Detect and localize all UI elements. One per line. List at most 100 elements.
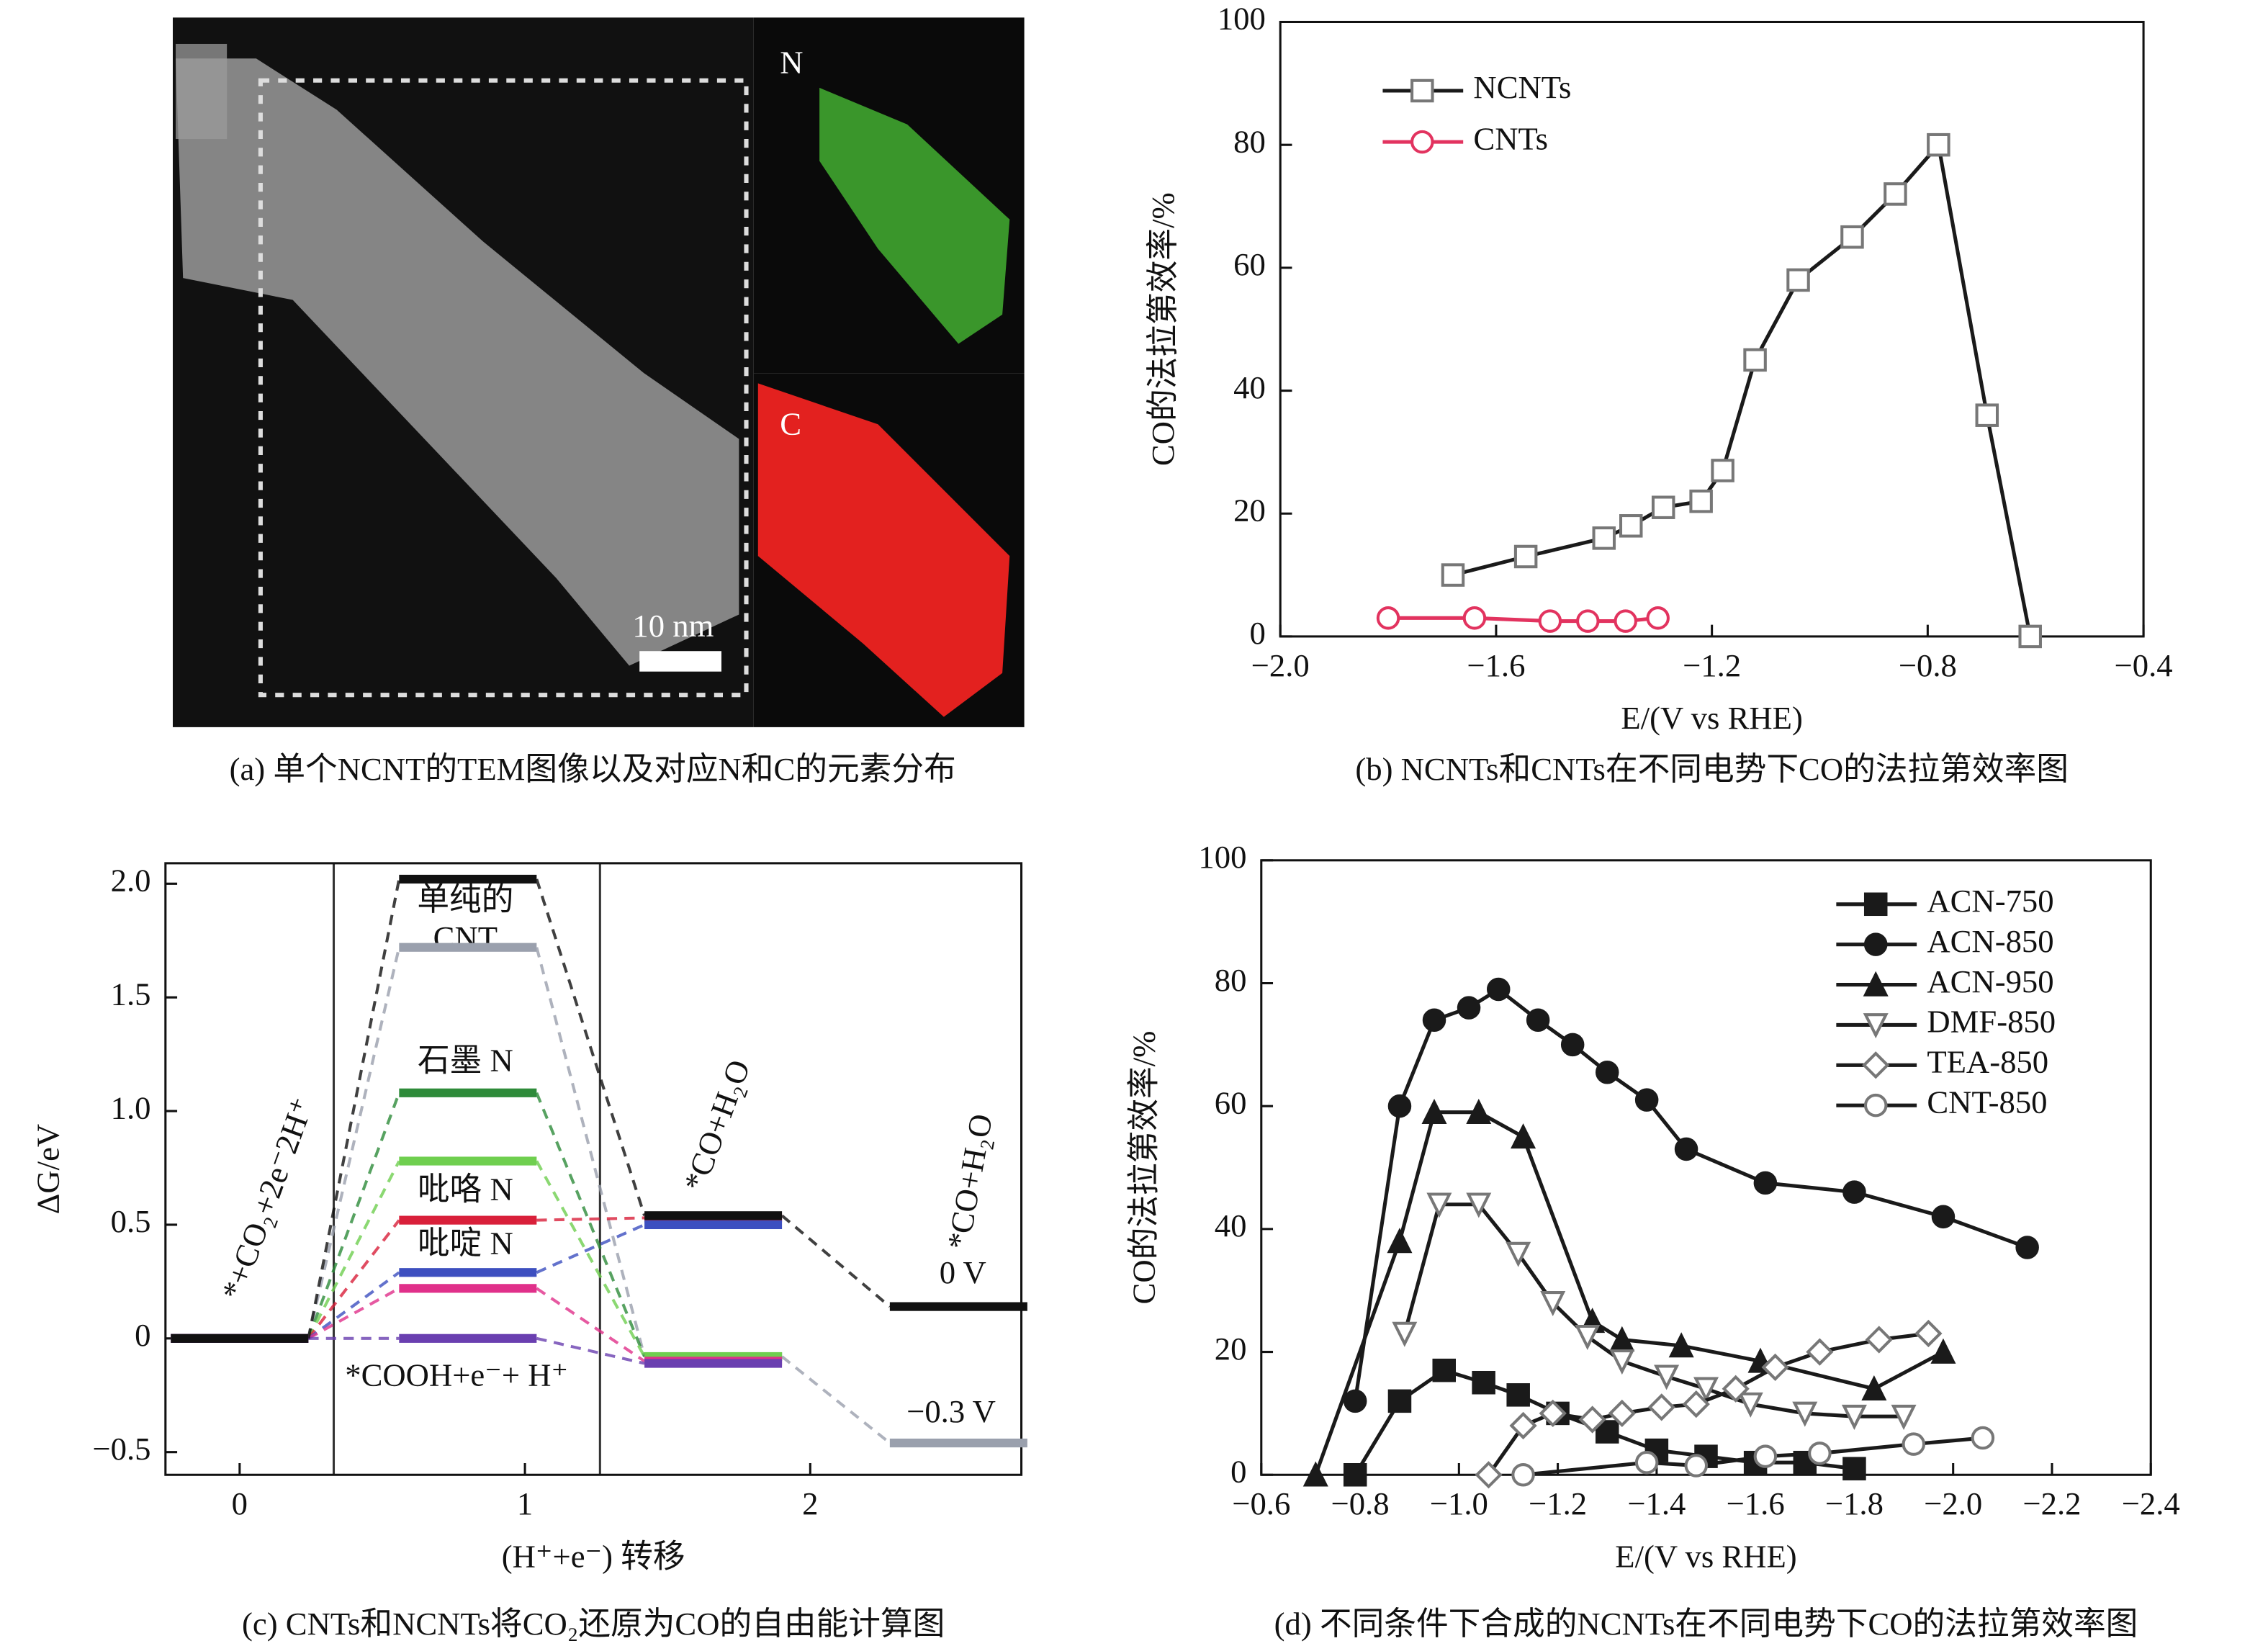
marker [1786, 268, 1810, 292]
marker [1931, 1205, 1956, 1229]
y-tick-label: 80 [1233, 123, 1266, 159]
x-tick-label: −1.2 [1529, 1485, 1587, 1521]
legend-label: DMF-850 [1927, 1004, 2056, 1040]
x-tick-label: −0.6 [1232, 1485, 1290, 1521]
legend-label: CNT-850 [1927, 1084, 2047, 1120]
x-axis-title: E/(V vs RHE) [1615, 1538, 1796, 1574]
marker [1576, 609, 1600, 633]
marker [1737, 1392, 1763, 1418]
x-tick-label: −1.6 [1467, 647, 1525, 683]
series-line [1452, 140, 2033, 637]
marker [1614, 609, 1638, 633]
marker [1863, 1093, 1888, 1117]
marker [1863, 971, 1889, 997]
x-tick-label: −0.8 [1331, 1485, 1390, 1521]
marker [1506, 1241, 1531, 1267]
x-tick-label: −2.4 [2122, 1485, 2180, 1521]
marker [1511, 1123, 1536, 1149]
connector [535, 1160, 646, 1358]
n-signal [819, 87, 1010, 344]
y-tick-label: 0 [135, 1317, 150, 1353]
x-tick-label: 2 [802, 1485, 818, 1521]
marker [1538, 609, 1562, 633]
marker [2018, 624, 2042, 649]
marker [1466, 1098, 1492, 1124]
connector [535, 947, 647, 1357]
nanotube [176, 58, 739, 666]
marker [1711, 459, 1734, 482]
connector [307, 878, 401, 1339]
x-tick-label: −2.0 [1924, 1485, 1982, 1521]
legend-label: CNTs [1473, 120, 1548, 156]
x-axis-title: (H⁺+e⁻) 转移 [502, 1538, 685, 1574]
connector [780, 1355, 891, 1444]
legend-label: ACN-850 [1927, 923, 2053, 959]
caption: (a) 单个NCNT的TEM图像以及对应N和C的元素分布 [230, 751, 956, 787]
marker [1619, 514, 1643, 538]
marker [1539, 1399, 1567, 1428]
connector [536, 1216, 645, 1222]
marker [1761, 1353, 1789, 1382]
annotation: 单纯的 [417, 881, 513, 917]
marker [1647, 1393, 1675, 1421]
marker [1441, 563, 1465, 587]
marker [1392, 1321, 1418, 1347]
marker [2015, 1236, 2039, 1259]
marker [1432, 1358, 1456, 1382]
connector [307, 1092, 401, 1339]
x-axis-title: E/(V vs RHE) [1621, 700, 1802, 736]
connector [307, 1160, 401, 1339]
connector [536, 1223, 645, 1274]
marker [1387, 1228, 1413, 1254]
connector [307, 947, 401, 1339]
marker [1609, 1349, 1635, 1375]
marker [1693, 1377, 1719, 1403]
marker [1575, 1324, 1601, 1350]
scale-label: 10 nm [632, 608, 714, 644]
y-tick-label: 2.0 [111, 863, 151, 899]
x-tick-label: −1.0 [1430, 1485, 1488, 1521]
marker [1509, 1411, 1537, 1440]
energy-level [171, 1334, 309, 1343]
marker [1930, 1338, 1956, 1364]
marker [1511, 1462, 1535, 1487]
connector [307, 1219, 400, 1340]
energy-level [399, 1156, 537, 1166]
marker [1808, 1442, 1832, 1465]
legend-label: NCNTs [1473, 69, 1571, 105]
marker [1410, 78, 1434, 103]
y-tick-label: 60 [1215, 1084, 1247, 1120]
marker [1914, 1319, 1943, 1348]
annotation: *CO+H₂O [677, 1055, 757, 1195]
x-tick-label: −2.0 [1251, 647, 1310, 683]
marker [1684, 1454, 1709, 1478]
marker [1842, 1457, 1866, 1480]
y-tick-label: 1.5 [111, 976, 151, 1012]
y-tick-label: 40 [1215, 1207, 1247, 1244]
connector [535, 878, 647, 1216]
x-tick-label: −1.4 [1627, 1485, 1686, 1521]
x-tick-label: 1 [517, 1485, 533, 1521]
connector [307, 1287, 400, 1340]
marker [1506, 1383, 1530, 1407]
x-tick-label: −1.2 [1683, 647, 1741, 683]
marker [1422, 1008, 1446, 1032]
marker [1560, 1033, 1585, 1057]
marker [1651, 495, 1675, 519]
y-tick-label: 20 [1233, 492, 1266, 528]
marker [1387, 1389, 1412, 1413]
energy-level [889, 1438, 1027, 1448]
caption: (b) NCNTs和CNTs在不同电势下CO的法拉第效率图 [1355, 751, 2069, 787]
series-line [1313, 1110, 1945, 1476]
y-tick-label: 0 [1230, 1454, 1246, 1490]
marker [1457, 996, 1481, 1020]
tem-image: 10 nm N C (a) 单个NCNT的TEM图像以及对应N和C的元素分布 [172, 17, 1025, 787]
y-tick-label: 20 [1215, 1331, 1247, 1367]
y-tick-label: 100 [1198, 839, 1246, 875]
y-tick-label: 100 [1218, 1, 1266, 37]
legend-label: ACN-750 [1927, 883, 2053, 919]
x-tick-label: −2.2 [2022, 1485, 2081, 1521]
caption: (c) CNTs和NCNTs将CO₂还原为CO的自由能计算图 [242, 1606, 945, 1642]
marker [1646, 606, 1670, 630]
